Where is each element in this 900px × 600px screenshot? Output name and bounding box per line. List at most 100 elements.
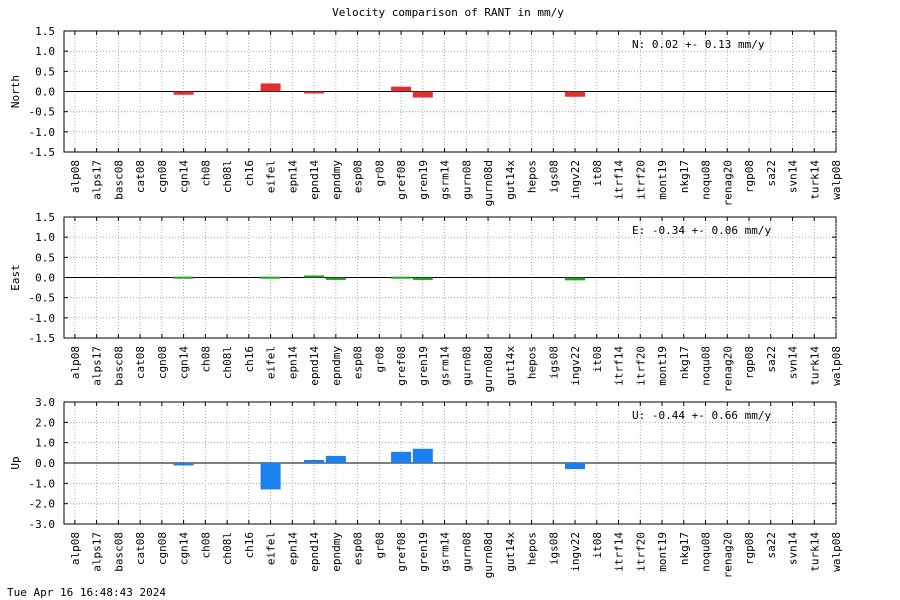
bar-cgn14	[173, 276, 194, 279]
y-tick-label: 1.0	[35, 437, 55, 450]
bar-ingv22	[565, 91, 586, 97]
x-tick-label: ch16	[243, 532, 256, 559]
x-tick-label: esp08	[352, 346, 365, 379]
x-tick-label: cgn14	[178, 346, 191, 379]
y-axis-label: East	[9, 264, 22, 291]
x-tick-label: rgp08	[743, 532, 756, 565]
x-tick-label: gr08	[373, 346, 386, 373]
x-tick-label: epnd14	[308, 160, 321, 200]
x-tick-label: ingv22	[569, 346, 582, 386]
x-tick-label: cat08	[134, 160, 147, 193]
x-tick-label: hepos	[526, 160, 539, 193]
stats-annotation: N: 0.02 +- 0.13 mm/y	[632, 38, 765, 51]
y-tick-label: 0.5	[35, 251, 55, 264]
x-tick-label: hepos	[526, 346, 539, 379]
x-tick-label: hepos	[526, 532, 539, 565]
x-tick-label: it08	[591, 160, 604, 187]
y-tick-label: 1.5	[35, 25, 55, 38]
bar-cgn14	[173, 91, 194, 95]
x-tick-label: mont19	[656, 532, 669, 572]
x-tick-label: alp08	[69, 160, 82, 193]
x-tick-label: gurn08	[460, 346, 473, 386]
x-tick-label: ingv22	[569, 532, 582, 572]
panel-up: 3.0 2.0 1.0 0.0 -1.0 -2.0 -3.0 alp08 alps17 basc0…	[9, 396, 843, 578]
x-tick-label: noqu08	[700, 160, 713, 200]
x-tick-label: ingv22	[569, 160, 582, 200]
y-tick-label: 1.0	[35, 231, 55, 244]
x-tick-label: sa22	[765, 160, 778, 187]
x-tick-label: ch08l	[221, 532, 234, 565]
x-tick-label: alp08	[69, 346, 82, 379]
x-tick-label: epndmy	[330, 346, 343, 386]
y-tick-label: 2.0	[35, 416, 55, 429]
x-tick-label: basc08	[112, 346, 125, 386]
x-tick-label: walp08	[830, 160, 843, 200]
x-tick-label: cgn08	[156, 160, 169, 193]
x-tick-label: ch16	[243, 160, 256, 187]
y-tick-label: -1.5	[29, 146, 56, 159]
bar-gref08	[391, 86, 412, 92]
x-tick-label: gut14x	[504, 346, 517, 386]
y-tick-label: 0.0	[35, 86, 55, 99]
y-tick-label: 0.0	[35, 457, 55, 470]
bar-epnd14	[304, 91, 325, 94]
x-tick-label: walp08	[830, 532, 843, 572]
x-tick-label: gsrm14	[439, 346, 452, 386]
x-tick-label: walp08	[830, 346, 843, 386]
x-tick-label: gsrm14	[439, 532, 452, 572]
x-tick-label: igs08	[547, 346, 560, 379]
x-tick-label: esp08	[352, 160, 365, 193]
y-tick-label: -1.0	[29, 312, 56, 325]
y-tick-label: -1.5	[29, 332, 56, 345]
x-tick-label: nkg17	[678, 346, 691, 379]
panel-east: 1.5 1.0 0.5 0.0 -0.5 -1.0 -1.5 alp08 alps17 basc0…	[9, 211, 843, 392]
x-tick-label: turk14	[808, 532, 821, 572]
x-tick-label: gsrm14	[439, 160, 452, 200]
y-tick-label: 1.5	[35, 211, 55, 224]
x-tick-label: svn14	[787, 346, 800, 379]
stats-annotation: E: -0.34 +- 0.06 mm/y	[632, 224, 771, 237]
bar-gren19	[412, 91, 433, 98]
x-tick-label: epnd14	[308, 532, 321, 572]
x-tick-label: svn14	[787, 160, 800, 193]
x-tick-label: itrf20	[634, 532, 647, 572]
panel-north: 1.5 1.0 0.5 0.0 -0.5 -1.0 -1.5 alp08 alps17 basc0…	[9, 25, 843, 206]
x-tick-label: gurn08d	[482, 532, 495, 578]
x-tick-label: cgn08	[156, 346, 169, 379]
x-tick-label: ch08	[199, 346, 212, 373]
x-tick-label: epn14	[286, 346, 299, 379]
x-tick-label: gref08	[395, 532, 408, 572]
y-tick-label: -0.5	[29, 106, 56, 119]
bar-epnd14	[304, 459, 325, 463]
stats-annotation: U: -0.44 +- 0.66 mm/y	[632, 409, 771, 422]
bar-eifel	[260, 463, 281, 490]
x-tick-label: svn14	[787, 532, 800, 565]
x-tick-label: renag20	[721, 532, 734, 578]
y-tick-label: 1.0	[35, 45, 55, 58]
chart-title: Velocity comparison of RANT in mm/y	[332, 6, 564, 19]
x-tick-label: itrf20	[634, 346, 647, 386]
x-tick-label: basc08	[112, 532, 125, 572]
x-tick-label: eifel	[265, 160, 278, 193]
x-tick-label: eifel	[265, 532, 278, 565]
bar-gren19	[412, 448, 433, 463]
x-tick-label: itrf14	[613, 532, 626, 572]
x-tick-label: noqu08	[700, 346, 713, 386]
x-tick-label: cat08	[134, 532, 147, 565]
x-tick-label: gut14x	[504, 160, 517, 200]
bar-eifel	[260, 276, 281, 279]
x-tick-label: itrf14	[613, 346, 626, 386]
x-tick-label: alps17	[91, 346, 104, 386]
bar-eifel	[260, 83, 281, 92]
x-tick-label: it08	[591, 532, 604, 559]
bar-epndmy	[325, 277, 346, 280]
x-tick-label: epndmy	[330, 532, 343, 572]
bar-gren19	[412, 277, 433, 280]
y-axis-label: Up	[9, 456, 22, 469]
bar-epnd14	[304, 275, 325, 278]
x-tick-label: gr08	[373, 160, 386, 187]
x-tick-label: epn14	[286, 532, 299, 565]
x-tick-label: rgp08	[743, 346, 756, 379]
x-tick-label: gren19	[417, 532, 430, 572]
